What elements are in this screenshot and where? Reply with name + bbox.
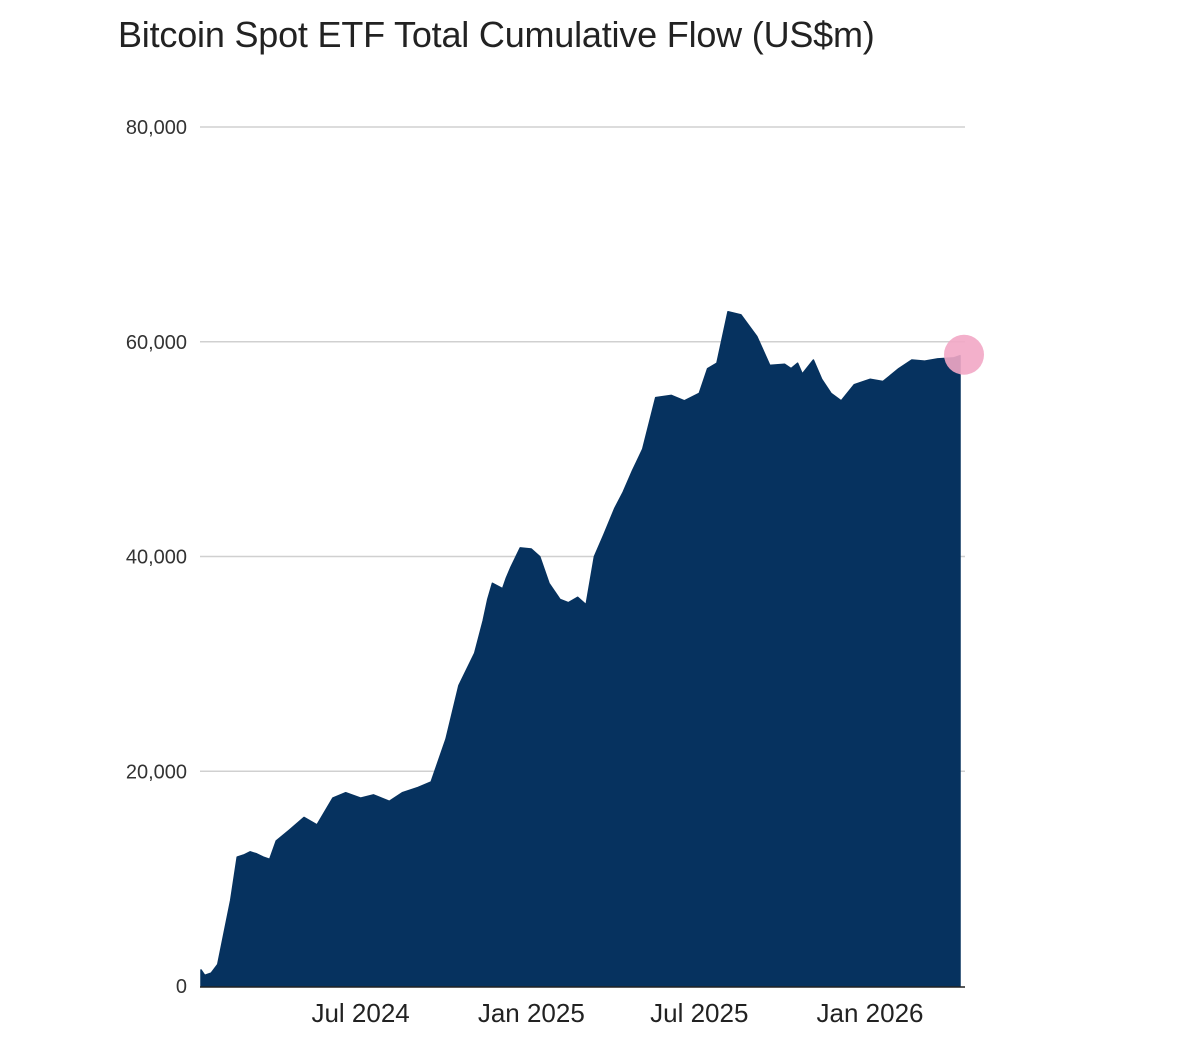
x-tick-label: Jul 2025 (650, 998, 748, 1028)
y-tick-label: 0 (176, 976, 187, 998)
chart-title: Bitcoin Spot ETF Total Cumulative Flow (… (118, 14, 875, 55)
y-tick-label: 80,000 (126, 117, 187, 139)
y-tick-label: 60,000 (126, 332, 187, 354)
y-tick-label: 20,000 (126, 761, 187, 783)
x-tick-label: Jan 2025 (478, 998, 585, 1028)
x-tick-label: Jul 2024 (311, 998, 409, 1028)
last-point-marker (944, 334, 984, 375)
area-series (200, 310, 961, 987)
x-tick-label: Jan 2026 (817, 998, 924, 1028)
y-tick-label: 40,000 (126, 547, 187, 569)
